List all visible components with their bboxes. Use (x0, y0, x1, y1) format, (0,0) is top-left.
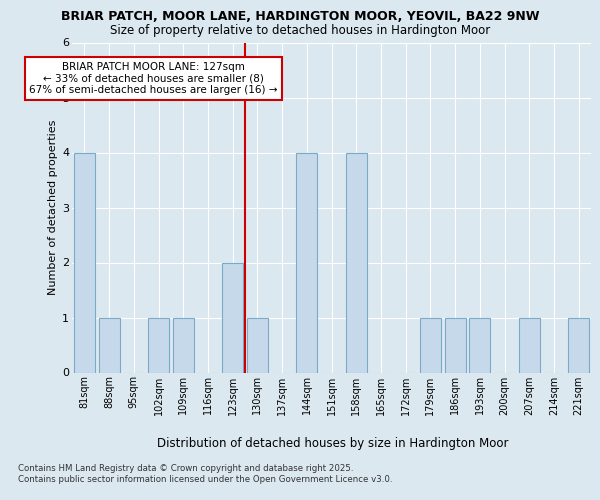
Bar (74, 152, 95, 372)
Text: Size of property relative to detached houses in Hardington Moor: Size of property relative to detached ho… (110, 24, 490, 37)
Text: Contains public sector information licensed under the Open Government Licence v3: Contains public sector information licen… (18, 475, 392, 484)
Bar (519, 318, 540, 372)
Bar (568, 318, 589, 372)
Bar (469, 318, 490, 372)
Y-axis label: Number of detached properties: Number of detached properties (48, 120, 58, 295)
Text: BRIAR PATCH MOOR LANE: 127sqm
← 33% of detached houses are smaller (8)
67% of se: BRIAR PATCH MOOR LANE: 127sqm ← 33% of d… (29, 62, 278, 95)
Text: Distribution of detached houses by size in Hardington Moor: Distribution of detached houses by size … (157, 438, 509, 450)
Text: Contains HM Land Registry data © Crown copyright and database right 2025.: Contains HM Land Registry data © Crown c… (18, 464, 353, 473)
Bar (222, 262, 243, 372)
Bar (346, 152, 367, 372)
Bar (296, 152, 317, 372)
Bar (98, 318, 119, 372)
Bar (148, 318, 169, 372)
Bar (173, 318, 194, 372)
Text: BRIAR PATCH, MOOR LANE, HARDINGTON MOOR, YEOVIL, BA22 9NW: BRIAR PATCH, MOOR LANE, HARDINGTON MOOR,… (61, 10, 539, 23)
Bar (445, 318, 466, 372)
Bar (420, 318, 441, 372)
Bar (247, 318, 268, 372)
